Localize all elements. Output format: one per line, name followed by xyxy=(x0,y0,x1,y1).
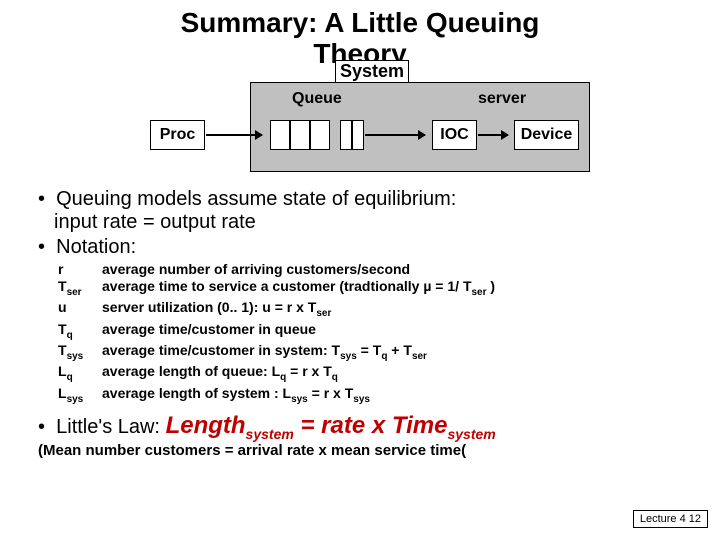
queue-slot xyxy=(270,120,290,150)
proc-text: Proc xyxy=(160,126,196,144)
arrow-proc-to-queue xyxy=(206,134,262,136)
little-eq-sub2: system xyxy=(447,426,495,442)
arrow-ioc-to-device xyxy=(478,134,508,136)
little-eq-sub1: system xyxy=(246,426,294,442)
notation-symbol: Tsys xyxy=(58,342,102,363)
ioc-text: IOC xyxy=(440,126,468,144)
queue-slot xyxy=(310,120,330,150)
queuing-diagram: System Queue server Proc IOC Device xyxy=(80,60,640,180)
notation-desc: average time/customer in queue xyxy=(102,321,316,342)
bullet-equilibrium: • Queuing models assume state of equilib… xyxy=(38,188,692,234)
bullet-eq-l1: Queuing models assume state of equilibri… xyxy=(56,188,456,210)
notation-desc: average number of arriving customers/sec… xyxy=(102,261,410,279)
notation-symbol: r xyxy=(58,261,102,279)
lecture-footer: Lecture 4 12 xyxy=(633,510,708,528)
arrow-queue-to-ioc xyxy=(365,134,425,136)
little-eq-mid: = rate x Time xyxy=(294,412,448,439)
bullet-notation: • Notation: xyxy=(38,236,692,259)
little-note: (Mean number customers = arrival rate x … xyxy=(0,442,720,459)
bullet-notation-text: Notation: xyxy=(56,236,136,258)
device-text: Device xyxy=(521,126,573,144)
notation-symbol: Tq xyxy=(58,321,102,342)
notation-symbol: Lq xyxy=(58,363,102,384)
queue-slot xyxy=(290,120,310,150)
system-label: System xyxy=(335,60,409,83)
notation-desc: average time to service a customer (trad… xyxy=(102,278,495,299)
notation-row: Tseraverage time to service a customer (… xyxy=(58,278,720,299)
queue-slot xyxy=(352,120,364,150)
proc-box: Proc xyxy=(150,120,205,150)
notation-desc: average length of queue: Lq = r x Tq xyxy=(102,363,338,384)
notation-row: Tqaverage time/customer in queue xyxy=(58,321,720,342)
little-eq-pre: Length xyxy=(166,412,246,439)
notation-desc: server utilization (0.. 1): u = r x Tser xyxy=(102,299,331,320)
title-line-1: Summary: A Little Queuing xyxy=(181,7,540,38)
server-label: server xyxy=(478,90,526,108)
queue-slot xyxy=(340,120,352,150)
notation-symbol: Lsys xyxy=(58,385,102,406)
little-equation: Lengthsystem = rate x Timesystem xyxy=(166,412,496,439)
bullet-list: • Queuing models assume state of equilib… xyxy=(0,188,720,259)
notation-desc: average time/customer in system: Tsys = … xyxy=(102,342,427,363)
bullet-eq-l2: input rate = output rate xyxy=(54,211,256,233)
notation-table: raverage number of arriving customers/se… xyxy=(0,261,720,406)
notation-row: raverage number of arriving customers/se… xyxy=(58,261,720,279)
notation-row: Tsysaverage time/customer in system: Tsy… xyxy=(58,342,720,363)
ioc-box: IOC xyxy=(432,120,477,150)
notation-row: userver utilization (0.. 1): u = r x Tse… xyxy=(58,299,720,320)
little-prefix: Little's Law: xyxy=(56,416,165,438)
notation-symbol: Tser xyxy=(58,278,102,299)
notation-desc: average length of system : Lsys = r x Ts… xyxy=(102,385,370,406)
little-law-bullet: • Little's Law: Lengthsystem = rate x Ti… xyxy=(0,406,720,442)
notation-row: Lsysaverage length of system : Lsys = r … xyxy=(58,385,720,406)
device-box: Device xyxy=(514,120,579,150)
notation-row: Lqaverage length of queue: Lq = r x Tq xyxy=(58,363,720,384)
notation-symbol: u xyxy=(58,299,102,320)
queue-label: Queue xyxy=(292,90,342,108)
